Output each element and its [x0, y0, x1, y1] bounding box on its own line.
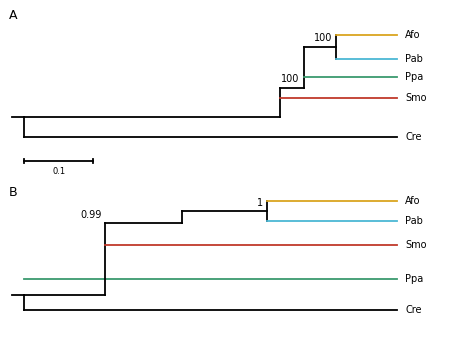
- Text: 0.1: 0.1: [52, 167, 65, 176]
- Text: 100: 100: [282, 74, 300, 84]
- Text: Smo: Smo: [405, 93, 427, 103]
- Text: Ppa: Ppa: [405, 274, 423, 284]
- Text: 100: 100: [314, 33, 332, 43]
- Text: Afo: Afo: [405, 196, 420, 206]
- Text: Ppa: Ppa: [405, 72, 423, 82]
- Text: Pab: Pab: [405, 217, 423, 226]
- Text: A: A: [9, 9, 18, 22]
- Text: Cre: Cre: [405, 132, 421, 142]
- Text: B: B: [9, 186, 18, 199]
- Text: Smo: Smo: [405, 240, 427, 250]
- Text: 0.99: 0.99: [80, 210, 101, 220]
- Text: Afo: Afo: [405, 30, 420, 40]
- Text: 1: 1: [257, 198, 264, 208]
- Text: Cre: Cre: [405, 305, 421, 315]
- Text: Pab: Pab: [405, 54, 423, 64]
